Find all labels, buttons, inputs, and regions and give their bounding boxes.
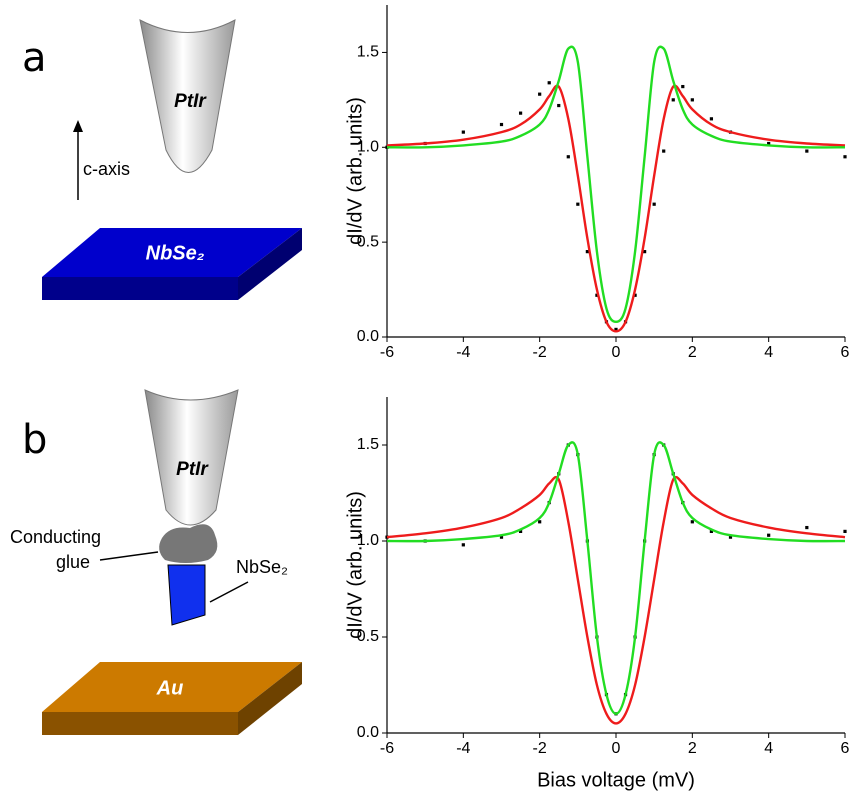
glue-label: glue	[56, 552, 90, 572]
x-tick-label: -4	[456, 344, 470, 361]
axis-label: c-axis	[83, 159, 130, 179]
sample-label: NbSe₂	[146, 242, 205, 264]
fit-line	[386, 84, 846, 333]
data-point	[633, 293, 637, 297]
y-tick-label: 0.0	[357, 328, 379, 345]
pointer	[99, 551, 159, 561]
x-tick-label: 0	[612, 344, 621, 361]
y-tick-label: 0.5	[357, 233, 379, 250]
tip-label: PtIr	[176, 459, 209, 480]
tip	[139, 19, 236, 173]
fit-line	[386, 45, 846, 324]
data-point	[538, 92, 542, 96]
slab-side	[238, 228, 302, 300]
data-point	[662, 149, 666, 153]
y-tick-label: 1.0	[357, 532, 379, 549]
tip-label: PtIr	[174, 91, 207, 112]
fit-line	[386, 475, 846, 725]
x-tick-label: 4	[764, 740, 773, 757]
data-point	[566, 155, 570, 159]
slab-top	[42, 228, 302, 277]
x-tick-label: -4	[456, 740, 470, 757]
data-point	[767, 533, 771, 537]
data-point	[499, 122, 504, 127]
x-tick-label: -6	[380, 740, 394, 757]
data-point	[690, 520, 694, 524]
data-point	[547, 81, 551, 85]
y-axis-label: dI/dV (arb. units)	[344, 97, 366, 245]
x-tick-label: 0	[612, 740, 621, 757]
x-tick-label: 6	[841, 740, 850, 757]
data-point	[595, 293, 599, 297]
data-point	[709, 529, 714, 533]
data-point	[385, 535, 389, 539]
data-point	[805, 149, 809, 153]
y-axis-label: dI/dV (arb. units)	[344, 491, 366, 639]
x-tick-label: 2	[688, 740, 697, 757]
data-point	[538, 520, 542, 524]
y-tick-label: 1.5	[357, 436, 379, 453]
fit-line	[386, 441, 846, 716]
data-point	[576, 202, 580, 206]
data-point	[518, 529, 523, 533]
data-point	[557, 103, 561, 108]
x-tick-label: 2	[688, 344, 697, 361]
data-point	[671, 98, 675, 102]
glue	[159, 524, 218, 563]
data-point	[843, 155, 847, 159]
data-point	[767, 141, 771, 146]
slab-side	[238, 662, 302, 735]
substrate-label: Au	[156, 677, 184, 699]
data-point	[461, 130, 465, 134]
slab-top	[42, 662, 302, 712]
data-point	[499, 535, 504, 539]
x-tick-label: 6	[841, 344, 850, 361]
data-point	[843, 529, 847, 533]
flake	[167, 564, 206, 626]
data-point	[614, 327, 618, 332]
tip	[144, 389, 239, 526]
data-point	[690, 98, 694, 102]
data-point	[805, 525, 809, 530]
glue-label: Conducting	[10, 527, 101, 547]
slab-front	[42, 712, 238, 735]
flake-label: NbSe₂	[236, 557, 288, 577]
slab-front	[42, 277, 238, 300]
arrow-head	[73, 120, 83, 132]
panel-label: b	[22, 417, 47, 463]
data-point	[585, 250, 589, 254]
x-axis-label: Bias voltage (mV)	[537, 769, 695, 791]
y-tick-label: 1.5	[357, 44, 379, 61]
data-point	[709, 117, 714, 121]
x-tick-label: -2	[533, 740, 547, 757]
x-tick-label: 4	[764, 344, 773, 361]
data-point	[518, 111, 523, 115]
y-tick-label: 0.0	[357, 724, 379, 741]
x-tick-label: -2	[533, 344, 547, 361]
x-tick-label: -6	[380, 344, 394, 361]
data-point	[643, 250, 647, 254]
y-tick-label: 0.5	[357, 628, 379, 645]
y-tick-label: 1.0	[357, 139, 379, 156]
pointer	[209, 581, 249, 603]
data-point	[728, 535, 733, 539]
panel-label: a	[22, 35, 47, 81]
data-point	[681, 84, 685, 89]
data-point	[461, 543, 465, 547]
data-point	[652, 202, 656, 206]
